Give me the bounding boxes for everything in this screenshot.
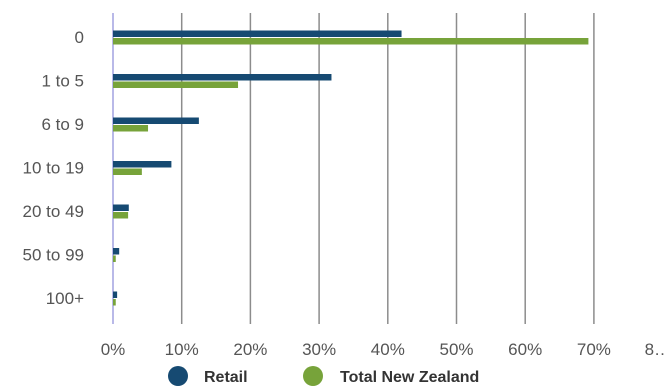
category-label: 1 to 5 xyxy=(41,72,84,91)
gridlines xyxy=(112,13,595,324)
legend-label-retail: Retail xyxy=(204,369,248,386)
x-tick-label: 20% xyxy=(233,340,267,359)
category-label: 6 to 9 xyxy=(41,115,84,134)
bar-retail-4 xyxy=(113,204,129,211)
category-labels: 0 1 to 5 6 to 9 10 to 19 20 to 49 50 to 99 100… xyxy=(23,28,85,308)
bar-retail-2 xyxy=(113,117,199,124)
bar-total-new-zealand-3 xyxy=(113,168,142,175)
bar-retail-0 xyxy=(113,30,402,37)
bar-total-new-zealand-2 xyxy=(113,125,149,132)
legend-label-total-new-zealand: Total New Zealand xyxy=(340,369,479,386)
bar-total-new-zealand-1 xyxy=(113,81,239,88)
x-tick-label: 70% xyxy=(577,340,611,359)
bar-retail-5 xyxy=(113,248,120,255)
legend: Retail Total New Zealand xyxy=(168,366,479,386)
x-tick-label: 0% xyxy=(101,340,126,359)
legend-marker-retail xyxy=(168,366,188,386)
category-label: 0 xyxy=(75,28,84,47)
bar-total-new-zealand-5 xyxy=(113,255,116,262)
category-label: 10 to 19 xyxy=(23,159,84,178)
x-tick-label: 30% xyxy=(302,340,336,359)
x-tick-label: 8… xyxy=(645,340,665,359)
legend-marker-total-new-zealand xyxy=(303,366,323,386)
x-tick-labels: 0% 10% 20% 30% 40% 50% 60% 70% 8… xyxy=(101,340,665,359)
x-tick-label: 40% xyxy=(371,340,405,359)
category-label: 20 to 49 xyxy=(23,202,84,221)
category-label: 100+ xyxy=(46,289,84,308)
bar-total-new-zealand-4 xyxy=(113,212,129,219)
bar-retail-3 xyxy=(113,161,172,168)
bar-total-new-zealand-6 xyxy=(113,299,116,306)
x-tick-label: 50% xyxy=(439,340,473,359)
bar-total-new-zealand-0 xyxy=(113,38,589,45)
category-label: 50 to 99 xyxy=(23,246,84,265)
bar-retail-1 xyxy=(113,74,332,81)
x-tick-label: 10% xyxy=(165,340,199,359)
bar-retail-6 xyxy=(113,291,118,298)
x-tick-label: 60% xyxy=(508,340,542,359)
bars xyxy=(113,30,589,306)
